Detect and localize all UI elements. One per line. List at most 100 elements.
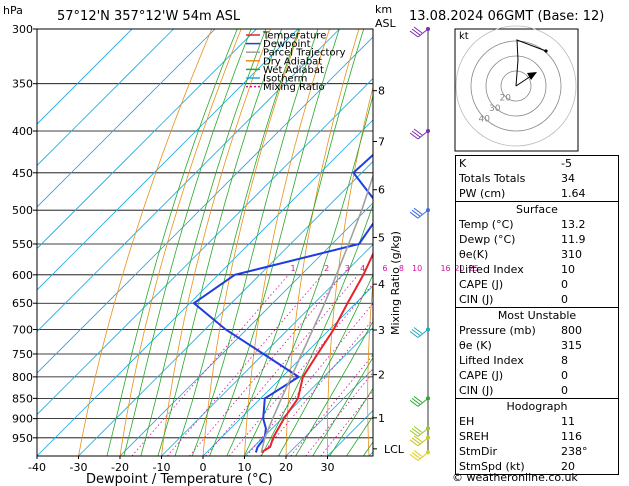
- mixing-ratio-label: 16: [440, 264, 450, 273]
- wind-barb-flag: [411, 130, 421, 138]
- table-row: PW (cm) 1.64: [459, 186, 615, 201]
- row-value: 238°: [561, 445, 588, 458]
- mixing-ratio-label: 2: [324, 264, 329, 273]
- wind-barb-flag: [411, 28, 421, 36]
- mixing-ratio-line: [131, 274, 289, 456]
- km-tick-label: 1: [378, 412, 385, 425]
- row-label: Lifted Index: [459, 263, 524, 276]
- pressure-tick-label: 400: [12, 125, 33, 138]
- wind-barb-shaft: [417, 209, 429, 219]
- wind-barb-flag: [411, 452, 421, 459]
- wind-barb-flag: [413, 327, 423, 334]
- wet-adiabat-line: [243, 94, 373, 456]
- dry-adiabat-line: [78, 29, 213, 456]
- wet-adiabat-line: [106, 29, 238, 456]
- table-row: SREH 116: [459, 429, 615, 444]
- row-label: Pressure (mb): [459, 324, 536, 337]
- hodograph-trace: [515, 39, 547, 87]
- isotherm-line: [37, 77, 373, 416]
- hodograph-frame: [454, 28, 579, 152]
- wind-barb-shaft: [417, 28, 429, 38]
- wind-barb: [409, 327, 429, 338]
- row-value: 11.9: [561, 233, 586, 246]
- wet-adiabat-line: [260, 203, 373, 456]
- table-row: Totals Totals 34: [459, 171, 615, 186]
- row-label: CAPE (J): [459, 369, 504, 382]
- hodograph-box: Hodograph EH 11 SREH 116 StmDir 238° StmSpd (kt…: [455, 399, 619, 475]
- temp-tick-label: 10: [238, 461, 252, 474]
- wind-barb-flag: [409, 30, 419, 38]
- wet-adiabat-line: [295, 320, 373, 456]
- km-label: km: [375, 3, 392, 16]
- wet-adiabat-line: [346, 415, 373, 456]
- pressure-tick-label: 450: [12, 167, 33, 180]
- row-value: 34: [561, 172, 575, 185]
- row-value: 8: [561, 354, 568, 367]
- isotherm-line: [202, 285, 373, 456]
- wet-adiabat-line: [174, 29, 300, 456]
- row-label: Dewp (°C): [459, 233, 516, 246]
- axes: 1 2 3 4 6 8 10 16 20 2530035040045050055060065070…: [12, 23, 479, 474]
- wind-barb-flag: [411, 397, 421, 405]
- row-label: Totals Totals: [459, 172, 526, 185]
- legend-label: Dry Adiabat: [263, 56, 322, 67]
- table-row: Temp (°C) 13.2: [459, 217, 615, 232]
- datetime-title: 13.08.2024 06GMT (Base: 12): [409, 9, 604, 24]
- hodograph-ring: [485, 55, 547, 117]
- wind-barb-flag: [409, 454, 419, 461]
- wind-barb: [409, 450, 429, 461]
- location-title: 57°12'N 357°12'W 54m ASL: [57, 9, 241, 24]
- storm-motion-arrow: [527, 72, 537, 80]
- surface-box: Surface Temp (°C) 13.2 Dewp (°C) 11.9 θe(K) 31…: [455, 202, 619, 308]
- wet-adiabat-line: [226, 29, 365, 456]
- mixing-ratio-label: 4: [360, 264, 365, 273]
- mixing-ratio-label: 1: [290, 264, 295, 273]
- row-value: 310: [561, 248, 582, 261]
- km-tick-label: 3: [378, 324, 385, 337]
- wind-barb-flag: [413, 395, 423, 403]
- chart-header: hPa 57°12'N 357°12'W 54m ASL km ASL 13.0…: [3, 3, 604, 30]
- row-value: 20: [561, 460, 575, 473]
- legend-label: Isotherm: [263, 74, 307, 85]
- wind-barb-shaft: [417, 452, 429, 461]
- wind-barb-shaft: [417, 130, 429, 140]
- row-label: Lifted Index: [459, 354, 524, 367]
- hodograph-ring: [500, 70, 532, 102]
- wind-barb: [409, 128, 429, 140]
- row-value: 1.64: [561, 187, 586, 200]
- temperature-profile: [260, 251, 373, 454]
- dry-adiabat-line: [618, 5, 629, 474]
- wind-barb-shaft: [417, 329, 429, 338]
- table-row: Lifted Index 10: [459, 262, 615, 277]
- row-label: CIN (J): [459, 384, 494, 397]
- table-row: StmDir 238°: [459, 444, 615, 459]
- dry-adiabat-line: [285, 29, 360, 456]
- pressure-tick-label: 700: [12, 324, 33, 337]
- km-tick-label: 7: [378, 136, 385, 149]
- indices-panel: K -5 Totals Totals 34 PW (cm) 1.64 Surface Tem…: [455, 155, 619, 475]
- wind-barb-flag: [409, 331, 419, 338]
- isotherm-line: [37, 29, 216, 208]
- mixing-ratio-label: 20: [454, 264, 464, 273]
- legend-label: Wet Adiabat: [263, 65, 324, 76]
- mixing-ratio-axis-label: Mixing Ratio (g/kg): [389, 231, 402, 335]
- km-tick-label: 4: [378, 278, 385, 291]
- mixing-ratio-label: 3: [345, 264, 350, 273]
- row-label: EH: [459, 415, 475, 428]
- table-row: CAPE (J) 0: [459, 368, 615, 383]
- row-value: 0: [561, 293, 568, 306]
- mixing-ratio-line: [189, 274, 344, 456]
- wet-adiabat-line: [191, 29, 319, 456]
- pressure-tick-label: 750: [12, 348, 33, 361]
- hodograph-ring-label: 30: [489, 104, 501, 114]
- indices-box: K -5 Totals Totals 34 PW (cm) 1.64: [455, 155, 619, 202]
- background-lines: [37, 5, 629, 474]
- wet-adiabat-line: [209, 29, 340, 456]
- isotherm-line: [285, 368, 373, 456]
- row-value: 0: [561, 278, 568, 291]
- table-row: θe (K) 315: [459, 338, 615, 353]
- row-label: K: [459, 157, 467, 170]
